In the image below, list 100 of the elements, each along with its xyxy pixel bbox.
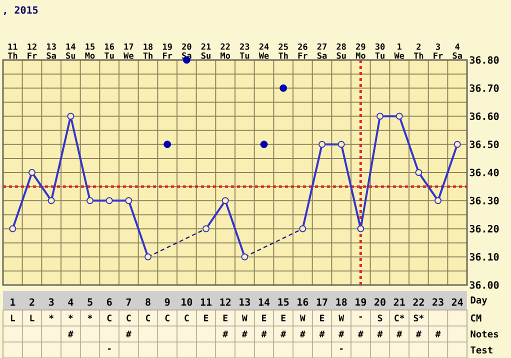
y-tick-label: 36.60 (470, 112, 499, 120)
x-tick-label: 28 Su (336, 43, 346, 59)
y-tick-label: 36.00 (470, 281, 499, 289)
x-tick-label: 11 (200, 298, 212, 306)
text: * (49, 314, 54, 319)
x-tick-label: 2 Th (414, 43, 424, 59)
x-tick-label: 1 (10, 298, 16, 306)
text: C (184, 314, 189, 322)
text: # (300, 330, 306, 338)
point (222, 196, 229, 204)
text: # (126, 330, 132, 338)
y-tick-label: 36.30 (470, 196, 499, 204)
text: S* (414, 314, 424, 322)
y-tick-label: 36.10 (470, 252, 499, 260)
x-tick-label: 5 (88, 298, 92, 306)
text: E (320, 314, 324, 322)
point (86, 196, 94, 204)
text: # (358, 330, 364, 338)
x-tick-label: 8 (146, 298, 150, 306)
x-tick-label: 10 (182, 298, 192, 306)
x-tick-label: 23 Tu (240, 43, 250, 59)
chart-title: , 2015 (4, 6, 38, 15)
point (299, 225, 306, 232)
text: # (435, 330, 441, 338)
text: C (126, 314, 131, 322)
text: - (359, 316, 362, 318)
y-tick-label: 36.50 (470, 140, 499, 148)
text: W (242, 314, 248, 322)
x-tick-label: 6 (106, 298, 112, 306)
x-tick-label: 22 (413, 298, 424, 306)
x-tick-label: 3 Fr (434, 43, 443, 59)
point (28, 168, 36, 176)
x-tick-label: 12 (220, 298, 231, 306)
x-tick-label: 18 Th (143, 43, 153, 59)
x-tick-label: 15 (278, 298, 289, 306)
text: C (146, 314, 150, 322)
text: * (88, 314, 92, 319)
text: # (396, 330, 402, 338)
x-tick-label: 12 Fr (28, 43, 37, 59)
x-tick-label: 14 (258, 298, 270, 306)
text: C (107, 314, 112, 322)
x-tick-label: 24 (452, 298, 463, 306)
point (9, 225, 16, 232)
text: - (108, 348, 111, 350)
text: W (300, 314, 306, 322)
y-tick-label: Test (470, 346, 492, 354)
x-tick-label: 24 We (258, 43, 269, 59)
x-tick-label: 3 (48, 298, 54, 306)
x-tick-label: 11 Th (8, 43, 18, 59)
text: # (377, 330, 383, 338)
text: # (319, 330, 325, 338)
x-tick-label: 29 Mo (356, 43, 366, 59)
point (318, 140, 326, 148)
point (144, 253, 152, 260)
point (48, 196, 55, 204)
x-tick-label: 14 Su (66, 43, 76, 59)
x-tick-label: 17 We (124, 43, 134, 59)
text: E (204, 314, 208, 322)
point (67, 112, 74, 120)
x-tick-label: 4 Sa (452, 43, 462, 59)
x-tick-label: 19 (356, 298, 366, 306)
x-axis-title: Day (470, 296, 488, 306)
y-tick-label: CM (470, 314, 482, 322)
text: E (281, 314, 286, 322)
text: # (222, 330, 228, 338)
text: # (338, 330, 344, 338)
x-tick-label: 9 (164, 298, 170, 306)
x-tick-label: 22 Mo (220, 43, 230, 59)
x-tick-label: 15 Mo (85, 43, 95, 59)
point (396, 112, 403, 120)
x-tick-label: 7 (126, 298, 131, 306)
x-tick-label: 19 Fr (162, 43, 172, 59)
text: # (242, 330, 248, 338)
x-tick-label: 1 We (394, 43, 404, 59)
text: * (68, 314, 73, 319)
x-tick-label: 17 (316, 298, 328, 306)
point (106, 196, 113, 204)
text: # (416, 330, 422, 338)
point (280, 84, 288, 92)
y-tick-label: 36.80 (470, 56, 499, 64)
x-tick-label: 21 (394, 298, 405, 306)
x-tick-label: 16 Tu (104, 43, 114, 59)
text: - (340, 348, 343, 350)
text: E (262, 314, 266, 322)
point (241, 253, 248, 260)
y-tick-label: 36.70 (470, 84, 499, 92)
point (125, 196, 132, 204)
x-tick-label: 18 (336, 298, 347, 306)
text: C (165, 314, 170, 322)
point (357, 225, 364, 232)
point (454, 140, 461, 148)
point (415, 168, 422, 176)
x-tick-label: 13 (240, 298, 250, 306)
text: # (280, 330, 286, 338)
point (376, 112, 384, 120)
x-tick-label: 21 Su (201, 43, 211, 59)
x-tick-label: 25 Th (278, 43, 288, 59)
text: L (30, 314, 34, 322)
text: C* (394, 314, 404, 322)
text: E (223, 314, 228, 322)
